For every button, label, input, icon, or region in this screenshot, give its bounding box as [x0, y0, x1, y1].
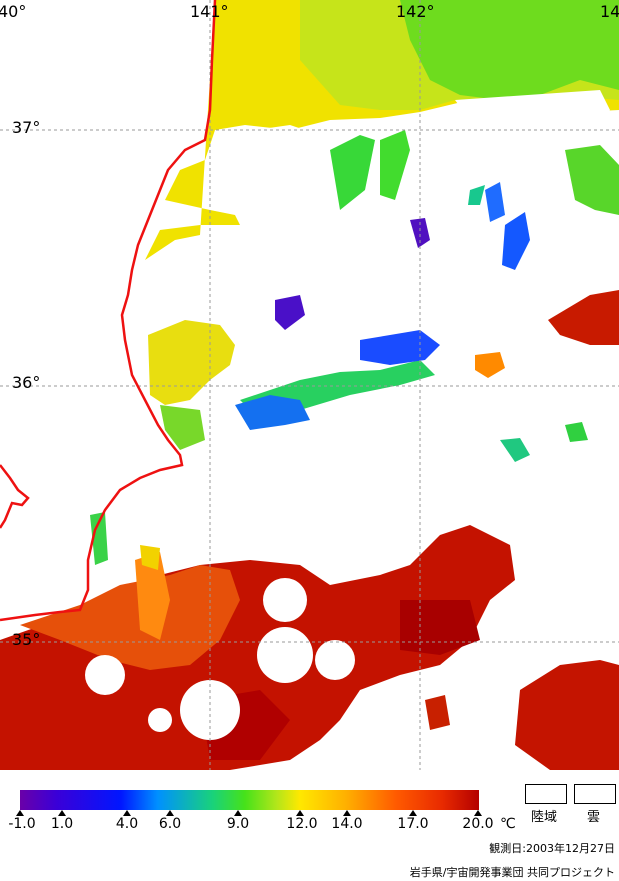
east-green-patch: [565, 145, 619, 215]
colorbar-tick: [166, 810, 174, 816]
blue-streak: [502, 212, 530, 270]
coastal-green-patch: [160, 405, 205, 450]
sea-surface-temperature-map: [0, 0, 619, 770]
colorbar-unit: ℃: [500, 816, 516, 832]
north-green-streak: [330, 135, 375, 210]
south-orange-region: [20, 565, 240, 670]
project-credit: 岩手県/宇宙開発事業団 共同プロジェクト: [409, 866, 615, 879]
land-legend-box: [525, 784, 567, 804]
green-specks: [565, 422, 588, 442]
colorbar-tick-label: 6.0: [158, 816, 182, 832]
colorbar-tick: [234, 810, 242, 816]
south-yellow-streak: [140, 545, 160, 570]
cloud-legend-label: 雲: [587, 810, 601, 825]
coastal-yellow-patch: [148, 320, 235, 405]
coastline-peninsula: [0, 464, 30, 529]
colorbar-tick-label: 14.0: [331, 816, 363, 832]
colorbar-tick: [409, 810, 417, 816]
colorbar-tick: [123, 810, 131, 816]
southeast-red-speck: [425, 695, 450, 730]
lat-label: 37°: [12, 118, 41, 137]
cyan-streak: [468, 185, 485, 205]
lon-label: 142°: [396, 2, 435, 21]
lon-label: 40°: [0, 2, 27, 21]
green-specks: [90, 512, 108, 565]
north-green-region: [400, 0, 619, 100]
coastline: [0, 0, 217, 622]
south-orange-streak: [135, 552, 170, 640]
lat-label: 36°: [12, 373, 41, 392]
colorbar-tick: [16, 810, 24, 816]
south-red-region: [0, 525, 515, 770]
land-legend-label: 陸域: [531, 810, 558, 825]
colorbar-tick-label: -1.0: [8, 816, 36, 832]
colorbar-tick: [343, 810, 351, 816]
colorbar-tick-label: 20.0: [462, 816, 494, 832]
colorbar-tick-label: 12.0: [286, 816, 318, 832]
north-green-streak: [380, 130, 410, 200]
colorbar-tick: [296, 810, 304, 816]
colorbar-tick-label: 1.0: [50, 816, 74, 832]
lon-label: 141°: [190, 2, 229, 21]
east-red-patch: [548, 290, 619, 345]
blue-streak: [485, 182, 505, 222]
lon-label: 14: [600, 2, 619, 21]
colorbar-tick-label: 17.0: [397, 816, 429, 832]
orange-speck: [475, 352, 505, 378]
lat-label: 35°: [12, 630, 41, 649]
colorbar-tick-label: 9.0: [226, 816, 250, 832]
observation-date: 観測日:2003年12月27日: [489, 842, 615, 855]
purple-specks: [275, 295, 305, 330]
colorbar-tick: [58, 810, 66, 816]
colorbar-tick-label: 4.0: [115, 816, 139, 832]
colorbar-tick: [474, 810, 482, 816]
purple-specks: [410, 218, 430, 248]
southeast-red-patch: [515, 660, 619, 770]
front-blue: [235, 395, 310, 430]
graticule: [0, 0, 619, 770]
cloud-legend-box: [574, 784, 616, 804]
green-specks: [500, 438, 530, 462]
temperature-colorbar: [20, 790, 479, 810]
